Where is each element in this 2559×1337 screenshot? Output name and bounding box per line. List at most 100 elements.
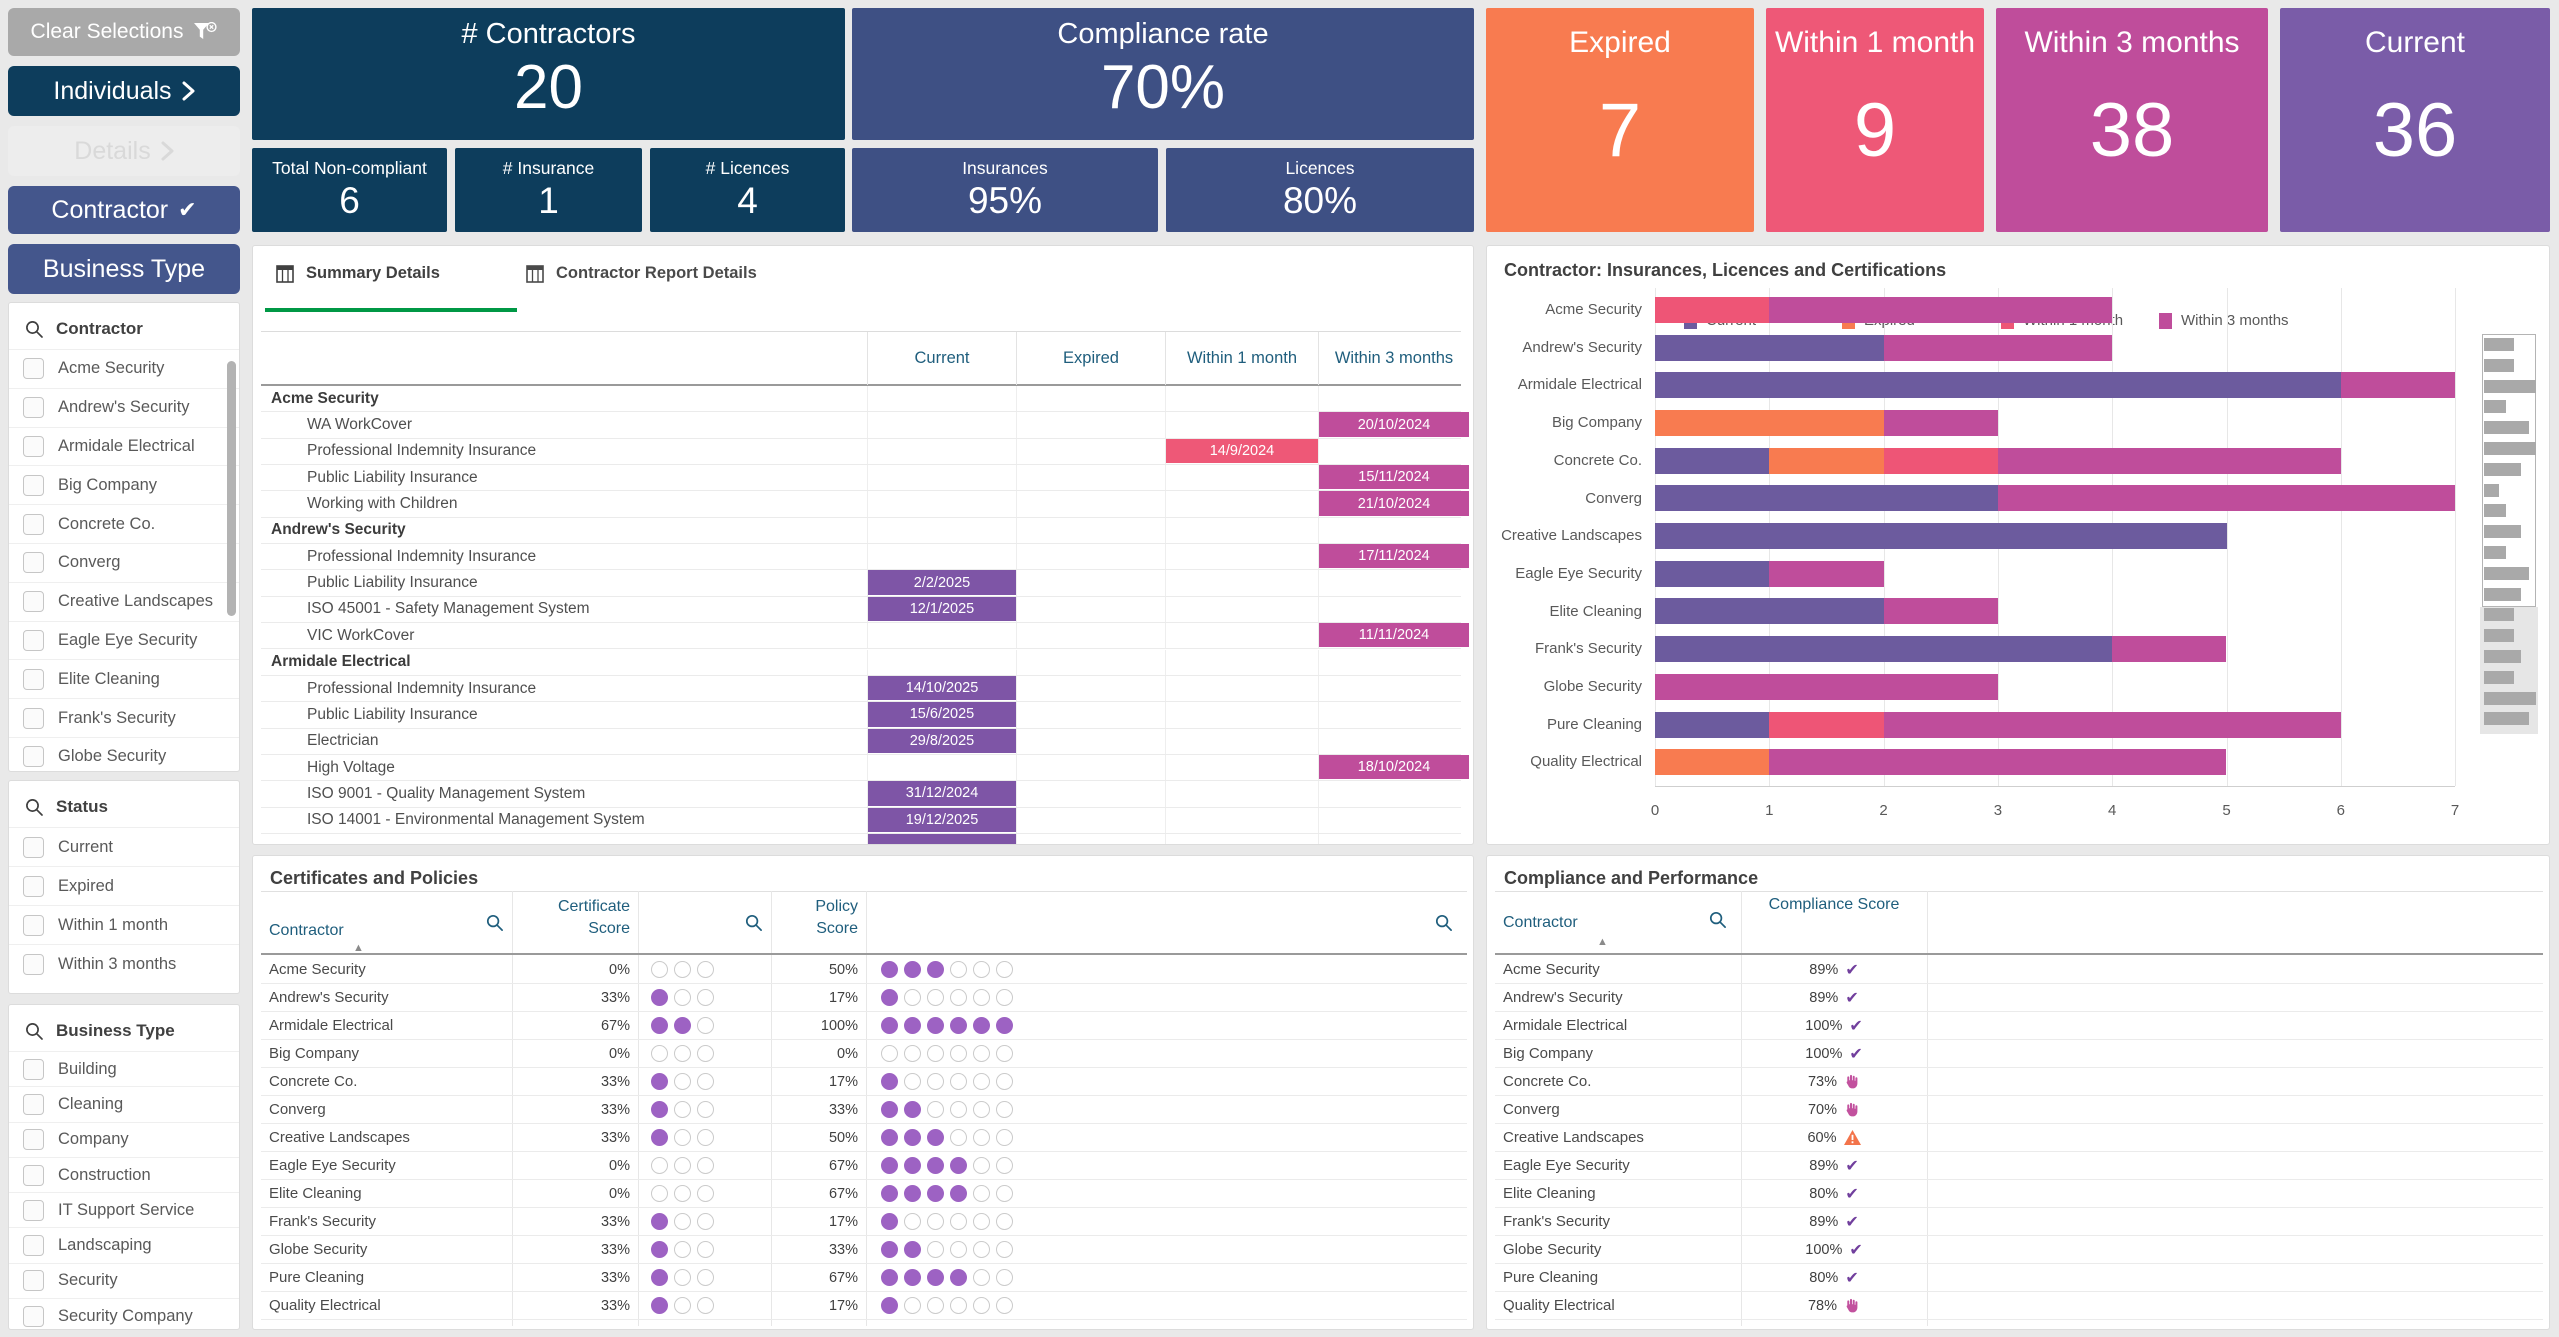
- status-cell-within_3_months[interactable]: 20/10/2024: [1318, 412, 1469, 438]
- status-cell-within_1_month[interactable]: [1165, 675, 1318, 702]
- table-row[interactable]: Creative Landscapes 60%: [1495, 1124, 2543, 1152]
- expiry-date-cell[interactable]: [868, 833, 1016, 844]
- checkbox[interactable]: [23, 1129, 44, 1151]
- status-cell-within_1_month[interactable]: [1165, 754, 1318, 781]
- filter-item-contractor[interactable]: Globe Security: [9, 736, 239, 771]
- legend-item-within-3-months[interactable]: Within 3 months: [2159, 312, 2289, 329]
- contractor-name-cell[interactable]: Armidale Electrical: [269, 1017, 394, 1034]
- status-cell-within_1_month[interactable]: [1165, 623, 1318, 649]
- kpi-contractors[interactable]: # Contractors 20: [252, 8, 845, 140]
- checkbox[interactable]: [23, 397, 44, 419]
- filter-item-contractor[interactable]: Andrew's Security: [9, 387, 239, 427]
- contractor-name-cell[interactable]: Eagle Eye Security: [269, 1157, 396, 1174]
- search-icon-wrap[interactable]: [1709, 911, 1727, 929]
- compliance-score-cell[interactable]: 60%: [1741, 1124, 1927, 1151]
- column-header[interactable]: Expired: [1016, 332, 1165, 385]
- search-icon-wrap[interactable]: [1435, 914, 1453, 932]
- policy-score-cell[interactable]: 33%: [828, 1241, 858, 1258]
- category-label[interactable]: Acme Security: [1545, 301, 1642, 318]
- column-header-policy-score[interactable]: Policy Score: [815, 898, 858, 937]
- column-header-compliance-score[interactable]: Compliance Score: [1768, 895, 1900, 913]
- table-row[interactable]: Elite Cleaning 80% ✔: [1495, 1180, 2543, 1208]
- table-row[interactable]: Creative Landscapes 33% 50%: [261, 1124, 1467, 1152]
- filter-item-contractor[interactable]: Elite Cleaning: [9, 659, 239, 698]
- status-cell-within_3_months[interactable]: [1318, 517, 1469, 544]
- table-row[interactable]: Pure Cleaning 80% ✔: [1495, 1264, 2543, 1292]
- tab-contractor-report-details[interactable]: Contractor Report Details: [526, 264, 757, 283]
- status-cell-within_3_months[interactable]: 21/10/2024: [1318, 491, 1469, 517]
- bar-segment-expired[interactable]: [1769, 447, 1884, 474]
- status-cell-expired[interactable]: [1016, 623, 1165, 649]
- filter-item-business-type[interactable]: Cleaning: [9, 1086, 239, 1121]
- compliance-score-cell[interactable]: 70%: [1741, 1096, 1927, 1123]
- status-cell-within_3_months[interactable]: [1318, 675, 1469, 702]
- checkbox[interactable]: [23, 1305, 44, 1327]
- checkbox[interactable]: [23, 474, 44, 496]
- expiry-date-cell[interactable]: 15/6/2025: [868, 702, 1016, 727]
- contractor-name-cell[interactable]: Globe Security: [269, 1241, 368, 1258]
- policy-score-cell[interactable]: 17%: [828, 989, 858, 1006]
- contractor-name-cell[interactable]: Quality Electrical: [1503, 1297, 1615, 1314]
- status-cell-expired[interactable]: [1016, 596, 1165, 623]
- contractor-name-cell[interactable]: Pure Cleaning: [269, 1269, 365, 1286]
- checkbox[interactable]: [23, 953, 44, 975]
- individuals-button[interactable]: Individuals: [8, 66, 240, 116]
- search-icon-wrap[interactable]: [745, 914, 763, 932]
- status-cell-expired[interactable]: [1016, 386, 1165, 412]
- status-cell-within_1_month[interactable]: [1165, 491, 1318, 517]
- table-row[interactable]: Acme Security 0% 50%: [261, 956, 1467, 984]
- column-header-contractor[interactable]: Contractor: [269, 922, 344, 939]
- certificate-score-cell[interactable]: 33%: [600, 1269, 630, 1286]
- status-cell-within_3_months[interactable]: 18/10/2024: [1318, 754, 1469, 781]
- table-row[interactable]: Pure Cleaning 33% 67%: [261, 1264, 1467, 1292]
- status-cell-expired[interactable]: [1016, 517, 1165, 544]
- contractor-name-cell[interactable]: Big Company: [269, 1045, 360, 1062]
- table-row[interactable]: Professional Indemnity Insurance 14/9/202…: [261, 438, 1461, 466]
- kpi-num-licences[interactable]: # Licences 4: [650, 148, 845, 232]
- filter-item-contractor[interactable]: Concrete Co.: [9, 504, 239, 543]
- expiry-date-cell[interactable]: 14/10/2025: [868, 675, 1016, 701]
- table-row[interactable]: ISO 45001 - Safety Management System 12/1…: [261, 596, 1461, 624]
- bar-segment-within-3-months[interactable]: [1655, 673, 1998, 700]
- policy-score-cell[interactable]: 67%: [828, 1185, 858, 1202]
- filter-item-contractor[interactable]: Converg: [9, 542, 239, 582]
- contractor-name-cell[interactable]: Big Company: [1503, 1045, 1594, 1062]
- status-cell-current[interactable]: [867, 386, 1016, 412]
- certificate-score-cell[interactable]: 33%: [600, 989, 630, 1006]
- row-label[interactable]: Public Liability Insurance: [307, 574, 478, 592]
- status-cell-expired[interactable]: [1016, 438, 1165, 465]
- table-row[interactable]: Eagle Eye Security 89% ✔: [1495, 1152, 2543, 1180]
- search-icon[interactable]: [486, 914, 504, 932]
- policy-score-cell[interactable]: 17%: [828, 1073, 858, 1090]
- status-cell-current[interactable]: [867, 623, 1016, 649]
- status-cell-expired[interactable]: [1016, 412, 1165, 438]
- status-cell-within_3_months[interactable]: 17/11/2024: [1318, 544, 1469, 570]
- expiry-date-cell[interactable]: 17/11/2024: [1319, 544, 1469, 569]
- row-label[interactable]: High Voltage: [307, 758, 395, 776]
- filter-item-business-type[interactable]: Building: [9, 1051, 239, 1086]
- certificate-score-cell[interactable]: 33%: [600, 1101, 630, 1118]
- status-cell-expired[interactable]: [1016, 807, 1165, 833]
- category-label[interactable]: Eagle Eye Security: [1515, 564, 1642, 582]
- table-row[interactable]: VIC WorkCover 11/11/2024: [261, 623, 1469, 650]
- checkbox[interactable]: [23, 1164, 44, 1186]
- table-row[interactable]: Concrete Co. 33% 17%: [261, 1068, 1467, 1096]
- filter-item-status[interactable]: Current: [9, 827, 239, 866]
- compliance-score-cell[interactable]: 100% ✔: [1741, 1012, 1927, 1039]
- certificate-score-cell[interactable]: 67%: [600, 1017, 630, 1034]
- table-row[interactable]: Concrete Co. 73%: [1495, 1068, 2543, 1096]
- status-cell-current[interactable]: 2/2/2025: [867, 570, 1016, 596]
- checkbox[interactable]: [23, 1058, 44, 1080]
- column-header[interactable]: Current: [867, 332, 1016, 385]
- status-cell-within_1_month[interactable]: [1165, 386, 1318, 412]
- checkbox[interactable]: [23, 552, 44, 574]
- bar-segment-current[interactable]: [1655, 560, 1770, 587]
- search-icon[interactable]: [25, 1022, 44, 1041]
- expiry-date-cell[interactable]: 18/10/2024: [1319, 754, 1469, 780]
- status-cell-current[interactable]: [867, 491, 1016, 517]
- bar-segment-within-3-months[interactable]: [1883, 711, 2341, 738]
- category-label[interactable]: Armidale Electrical: [1517, 376, 1642, 394]
- status-cell-expired[interactable]: [1016, 465, 1165, 491]
- status-cell-within_1_month[interactable]: [1165, 728, 1318, 754]
- search-icon[interactable]: [25, 798, 44, 817]
